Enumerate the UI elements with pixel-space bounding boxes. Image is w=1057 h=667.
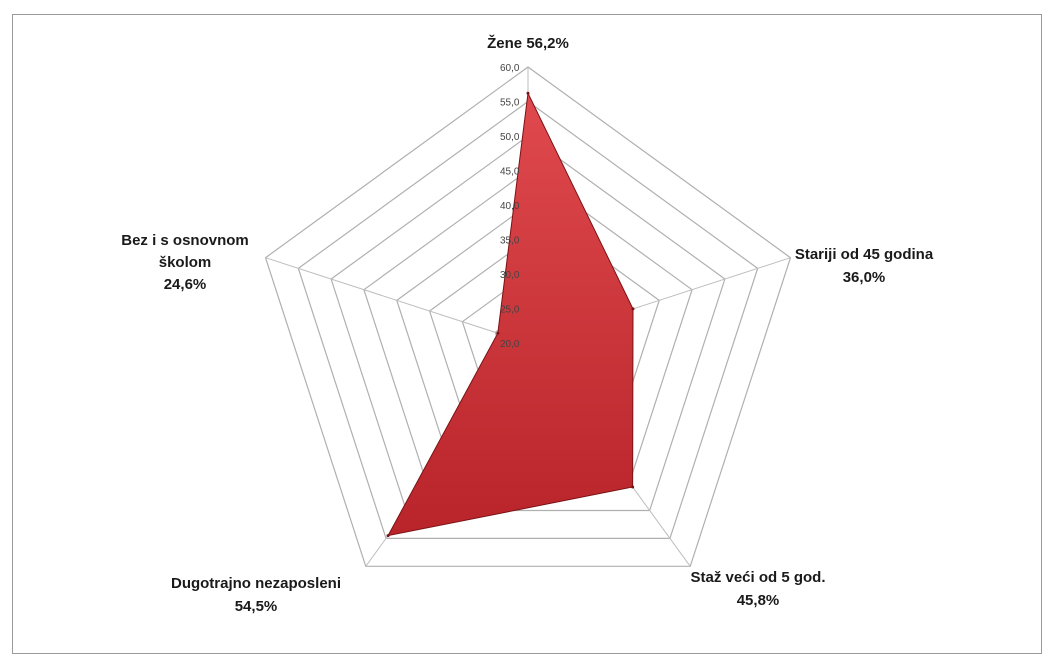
grid-spoke [265,257,529,344]
series-area [387,91,634,537]
category-label: 36,0% [843,269,886,286]
radar-series [386,91,635,538]
category-label: Žene 56,2% [487,34,569,52]
radar-axis-labels: Žene 56,2% Stariji od 45 godina 36,0% Staž … [121,34,934,615]
category-label: 45,8% [737,592,780,609]
category-label: 24,6% [164,276,207,293]
tick-label: 30,0 [500,270,520,281]
grid-ring [330,135,726,512]
tick-label: 50,0 [500,132,520,143]
radar-tick-labels: 20,0 25,0 30,0 35,0 40,0 45,0 50,0 55,0 60,0 [500,63,520,350]
tick-label: 25,0 [500,305,520,316]
category-label: 54,5% [235,598,278,615]
tick-label: 45,0 [500,167,520,178]
tick-label: 40,0 [500,201,520,212]
category-label: Staž veći od 5 god. [690,569,825,586]
tick-label: 55,0 [500,98,520,109]
tick-label: 20,0 [500,339,520,350]
category-label: školom [159,254,212,271]
grid-ring [297,100,759,539]
data-point-2 [631,307,635,311]
data-point-5 [496,331,500,335]
category-label: Dugotrajno nezaposleni [171,575,341,592]
tick-label: 60,0 [500,63,520,74]
tick-label: 35,0 [500,236,520,247]
category-label: Stariji od 45 godina [795,246,934,263]
data-point-1 [526,91,530,95]
grid-ring [264,66,792,567]
data-point-3 [631,485,635,489]
data-point-4 [386,534,390,538]
category-label: Bez i s osnovnom [121,232,249,249]
